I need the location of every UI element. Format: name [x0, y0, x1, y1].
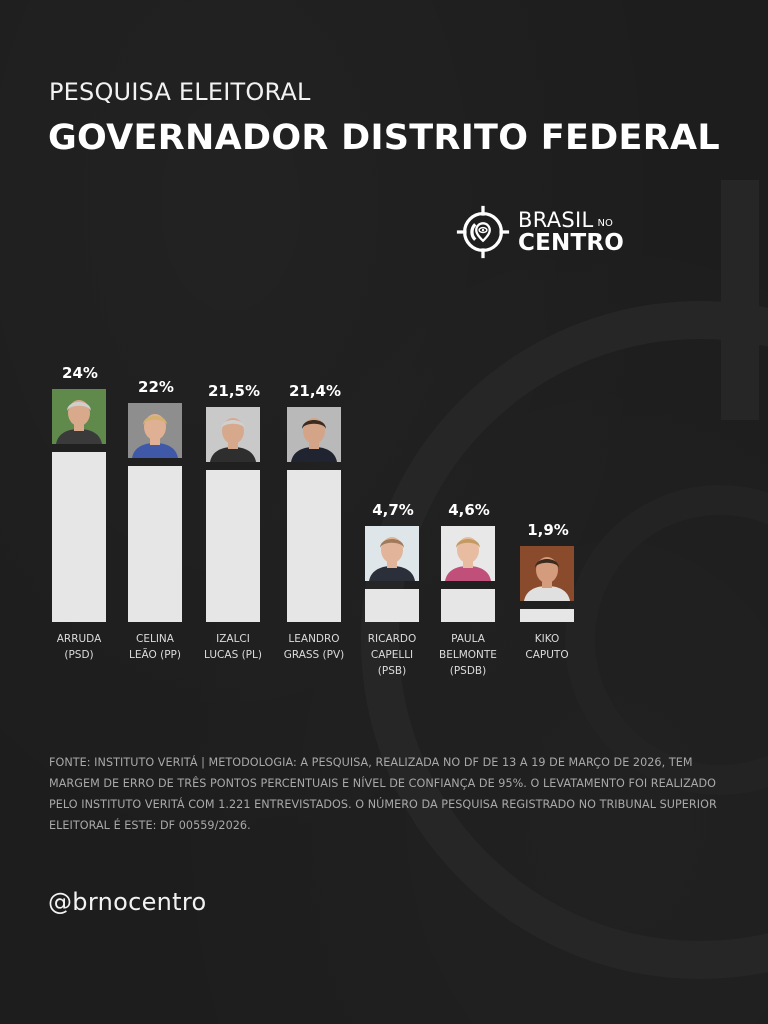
name-line-1: RICARDO — [367, 633, 417, 645]
candidate-name: CELINA LEÃO (PP) — [110, 631, 200, 663]
name-line-3: (PSB) — [377, 665, 407, 677]
candidate-photo — [365, 526, 419, 581]
bar — [128, 466, 182, 622]
subtitle: PESQUISA ELEITORAL — [49, 78, 311, 106]
name-line-1: CELINA — [136, 633, 174, 645]
name-line-1: LEANDRO — [288, 633, 340, 645]
value-label: 4,6% — [448, 501, 490, 519]
value-label: 21,4% — [288, 382, 342, 400]
person-avatar-icon — [445, 537, 491, 581]
person-avatar-icon — [291, 418, 337, 462]
name-line-2: CAPUTO — [525, 649, 569, 661]
value-label: 22% — [138, 378, 174, 396]
candidate-photo — [520, 546, 574, 601]
bar — [206, 470, 260, 622]
candidate-name: PAULA BELMONTE (PSDB) — [423, 631, 513, 679]
bar — [287, 470, 341, 622]
candidate-name: RICARDO CAPELLI (PSB) — [347, 631, 437, 679]
page-title: GOVERNADOR DISTRITO FEDERAL — [48, 118, 720, 158]
value-label: 24% — [62, 364, 98, 382]
candidate-photo — [441, 526, 495, 581]
candidate-photo — [128, 403, 182, 458]
candidate-name: KIKO CAPUTO — [502, 631, 592, 663]
bar — [52, 452, 106, 622]
value-label: 4,7% — [372, 501, 414, 519]
value-label: 1,9% — [527, 521, 569, 539]
target-crosshair-icon — [456, 205, 510, 259]
social-handle: @brnocentro — [48, 888, 207, 916]
name-line-2: CAPELLI — [370, 649, 414, 661]
logo-centro-text: CENTRO — [518, 229, 624, 256]
person-avatar-icon — [524, 557, 570, 601]
source-footnote: FONTE: INSTITUTO VERITÁ | METODOLOGIA: A… — [49, 756, 717, 832]
name-line-3: (PSDB) — [449, 665, 487, 677]
bar — [365, 589, 419, 622]
bar — [441, 589, 495, 622]
name-line-1: PAULA — [451, 633, 485, 645]
person-avatar-icon — [210, 418, 256, 462]
person-avatar-icon — [132, 414, 178, 458]
candidate-photo — [206, 407, 260, 462]
bar — [520, 609, 574, 622]
value-label: 21,5% — [207, 382, 261, 400]
name-line-1: KIKO — [534, 633, 560, 645]
candidate-name: LEANDRO GRASS (PV) — [269, 631, 359, 663]
bar-chart: 24% ARRUDA (PSD) 22% — [34, 364, 592, 679]
name-line-1: IZALCI — [216, 633, 250, 645]
candidate-name: IZALCI LUCAS (PL) — [188, 631, 278, 663]
name-line-2: LUCAS (PL) — [204, 649, 262, 661]
logo-brasil-text: BRASIL — [518, 207, 594, 232]
brand-logo: BRASIL NO CENTRO — [454, 203, 624, 261]
name-line-2: LEÃO (PP) — [129, 649, 181, 661]
candidate-photo — [52, 389, 106, 444]
name-line-2: GRASS (PV) — [283, 649, 345, 661]
name-line-1: ARRUDA — [56, 633, 102, 645]
candidate-name: ARRUDA (PSD) — [34, 631, 124, 663]
logo-no-text: NO — [597, 217, 613, 229]
name-line-2: BELMONTE — [439, 649, 497, 661]
name-line-2: (PSD) — [64, 649, 94, 661]
person-avatar-icon — [56, 400, 102, 444]
person-avatar-icon — [369, 537, 415, 581]
candidate-photo — [287, 407, 341, 462]
